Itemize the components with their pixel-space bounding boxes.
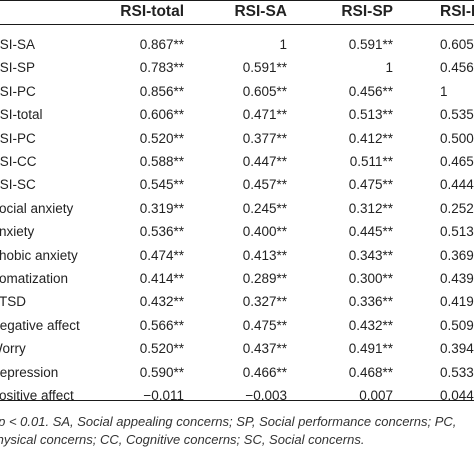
table-cell: 0.535 bbox=[440, 107, 474, 123]
table-cell: 0.606** bbox=[139, 107, 184, 123]
table-cell: 0.327** bbox=[242, 294, 287, 310]
table-cell: 0.856** bbox=[139, 83, 184, 99]
header-rule bbox=[0, 24, 474, 25]
row-label: RSI-SP bbox=[0, 60, 36, 76]
header-rsi-sa: RSI-SA bbox=[234, 3, 287, 20]
table-cell: −0.011 bbox=[143, 388, 184, 403]
row-label: RSI-PC bbox=[0, 83, 36, 99]
table-cell: 0.252 bbox=[440, 200, 474, 216]
table-cell: 0.336** bbox=[348, 294, 393, 310]
table-cell: 0.783** bbox=[139, 60, 184, 76]
row-label: Anxiety bbox=[0, 224, 35, 240]
row-label: Negative affect bbox=[0, 317, 80, 333]
table-cell: 0.513 bbox=[440, 224, 474, 240]
table-cell: 0.475** bbox=[348, 177, 393, 193]
table-cell: 0.468** bbox=[348, 364, 393, 380]
table-cell: 0.511** bbox=[349, 154, 393, 169]
table-cell: 0.513** bbox=[348, 107, 393, 123]
table-cell: 0.509 bbox=[440, 317, 474, 333]
footnote-line-1: **p < 0.01. SA, Social appealing concern… bbox=[0, 414, 457, 429]
table-cell: 0.319** bbox=[139, 200, 184, 216]
table-cell: 0.413** bbox=[242, 247, 287, 263]
table-cell: 0.044 bbox=[440, 388, 474, 403]
table-cell: 0.605** bbox=[242, 83, 287, 99]
row-label: Phobic anxiety bbox=[0, 247, 78, 263]
table-cell: 0.536** bbox=[139, 224, 184, 240]
table-cell: 0.432** bbox=[348, 317, 393, 333]
table-cell: 0.444 bbox=[440, 177, 474, 193]
table-bottom-rule bbox=[0, 400, 474, 401]
header-rsi-sp: RSI-SP bbox=[341, 3, 393, 20]
row-label: Depression bbox=[0, 364, 59, 380]
table-cell: 0.588** bbox=[139, 154, 184, 169]
table-cell: 0.400** bbox=[242, 224, 287, 240]
table-cell: 0.500 bbox=[440, 130, 474, 146]
row-label: RSI-CC bbox=[0, 154, 37, 169]
table-cell: 0.545** bbox=[139, 177, 184, 193]
row-label: Social anxiety bbox=[0, 200, 74, 216]
table-cell: 0.590** bbox=[139, 364, 184, 380]
table-cell: 0.312** bbox=[348, 200, 393, 216]
table-cell: 0.445** bbox=[348, 224, 393, 240]
row-label: Worry bbox=[0, 341, 26, 357]
header-rsi-total: RSI-total bbox=[120, 3, 184, 20]
table-cell: 0.456** bbox=[348, 83, 393, 99]
table-cell: 0.474** bbox=[139, 247, 184, 263]
table-cell: −0.003 bbox=[245, 388, 287, 403]
table-cell: 0.465 bbox=[440, 154, 474, 169]
table-cell: 0.369 bbox=[440, 247, 474, 263]
table-cell: 0.300** bbox=[348, 271, 393, 286]
table-cell: 0.591** bbox=[348, 37, 393, 52]
table-cell: 0.447** bbox=[242, 154, 287, 169]
table-cell: 0.591** bbox=[242, 60, 287, 76]
table-cell: 1 bbox=[279, 37, 287, 52]
row-label: Positive affect bbox=[0, 388, 74, 403]
table-cell: 0.533 bbox=[440, 364, 474, 380]
table-cell: 0.437** bbox=[242, 341, 287, 357]
table-cell: 0.867** bbox=[139, 37, 184, 52]
row-label: RSI-PC bbox=[0, 130, 36, 146]
row-label: RSI-SA bbox=[0, 37, 36, 52]
table-cell: 0.605 bbox=[440, 37, 474, 52]
table-cell: 0.414** bbox=[139, 271, 184, 286]
table-cell: 0.520** bbox=[139, 341, 184, 357]
table-cell: 1 bbox=[440, 83, 448, 99]
table-cell: 1 bbox=[385, 60, 393, 76]
table-cell: 0.419 bbox=[440, 294, 474, 310]
row-label: RSI-total bbox=[0, 107, 43, 123]
table-cell: 0.491** bbox=[348, 341, 393, 357]
table-cell: 0.466** bbox=[242, 364, 287, 380]
table-cell: 0.377** bbox=[242, 130, 287, 146]
table-top-rule bbox=[0, 0, 474, 1]
table-cell: 0.245** bbox=[242, 200, 287, 216]
table-cell: 0.520** bbox=[139, 130, 184, 146]
table-cell: 0.432** bbox=[139, 294, 184, 310]
table-cell: 0.412** bbox=[348, 130, 393, 146]
row-label: Somatization bbox=[0, 271, 69, 286]
table-cell: 0.007 bbox=[359, 388, 393, 403]
table-cell: 0.471** bbox=[242, 107, 287, 123]
footnote-line-2: Physical concerns; CC, Cognitive concern… bbox=[0, 432, 365, 447]
table-cell: 0.394 bbox=[440, 341, 474, 357]
table-cell: 0.475** bbox=[242, 317, 287, 333]
row-label: RSI-SC bbox=[0, 177, 36, 193]
table-cell: 0.343** bbox=[348, 247, 393, 263]
table-cell: 0.566** bbox=[139, 317, 184, 333]
table-cell: 0.457** bbox=[242, 177, 287, 193]
table-cell: 0.439 bbox=[440, 271, 474, 286]
row-label: PTSD bbox=[0, 294, 27, 310]
table-cell: 0.456 bbox=[440, 60, 474, 76]
table-cell: 0.289** bbox=[242, 271, 287, 286]
header-rsi-4: RSI-I bbox=[440, 3, 474, 20]
